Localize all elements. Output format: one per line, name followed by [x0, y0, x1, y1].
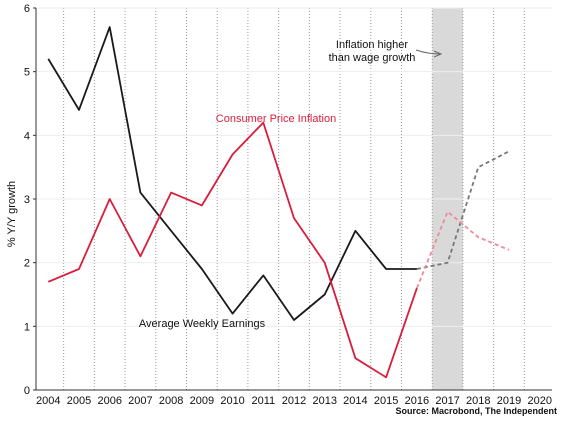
x-tick-label: 2019 [497, 395, 521, 407]
x-tick-label: 2004 [36, 395, 60, 407]
grid [36, 7, 552, 390]
series-line-average-weekly-earnings [47, 26, 417, 321]
annotation-line-2: than wage growth [329, 52, 416, 64]
series-line-consumer-price-inflation [47, 121, 418, 379]
annotation-arrow [415, 49, 441, 55]
x-tick-label: 2009 [190, 395, 214, 407]
y-tick-label: 0 [24, 385, 30, 397]
x-tick-label: 2011 [251, 395, 275, 407]
y-tick-label: 4 [24, 130, 30, 142]
y-tick-label: 3 [24, 194, 30, 206]
annotation-line-1: Inflation higher [336, 39, 408, 51]
series-label-cpi: Consumer Price Inflation [216, 113, 336, 125]
x-tick-label: 2013 [312, 395, 336, 407]
x-tick-label: 2008 [159, 395, 183, 407]
x-tick-label: 2010 [220, 395, 244, 407]
x-tick-label: 2017 [435, 395, 459, 407]
x-tick-label: 2015 [374, 395, 398, 407]
x-tick-label: 2014 [343, 395, 367, 407]
series-layer [47, 26, 510, 379]
y-ticks: 0 1 2 3 4 5 6 [24, 3, 36, 397]
x-tick-label: 2020 [527, 395, 551, 407]
x-tick-label: 2007 [128, 395, 152, 407]
x-tick-label: 2016 [405, 395, 429, 407]
y-tick-label: 1 [24, 321, 30, 333]
x-tick-label: 2012 [282, 395, 306, 407]
y-tick-label: 5 [24, 67, 30, 79]
x-tick-label: 2018 [466, 395, 490, 407]
x-ticks: 2004 2005 2006 2007 2008 2009 2010 2011 2012 2013… [36, 395, 552, 407]
series-forecast-average-weekly-earnings [416, 150, 510, 270]
annotation-arrowhead [433, 50, 443, 58]
x-tick-label: 2006 [97, 395, 121, 407]
x-tick-label: 2005 [67, 395, 91, 407]
y-tick-label: 2 [24, 258, 30, 270]
source-note: Source: Macrobond, The Independent [395, 406, 557, 416]
series-label-awe: Average Weekly Earnings [139, 318, 266, 330]
y-axis-label: % Y/Y growth [6, 181, 18, 247]
y-tick-label: 6 [24, 3, 30, 15]
